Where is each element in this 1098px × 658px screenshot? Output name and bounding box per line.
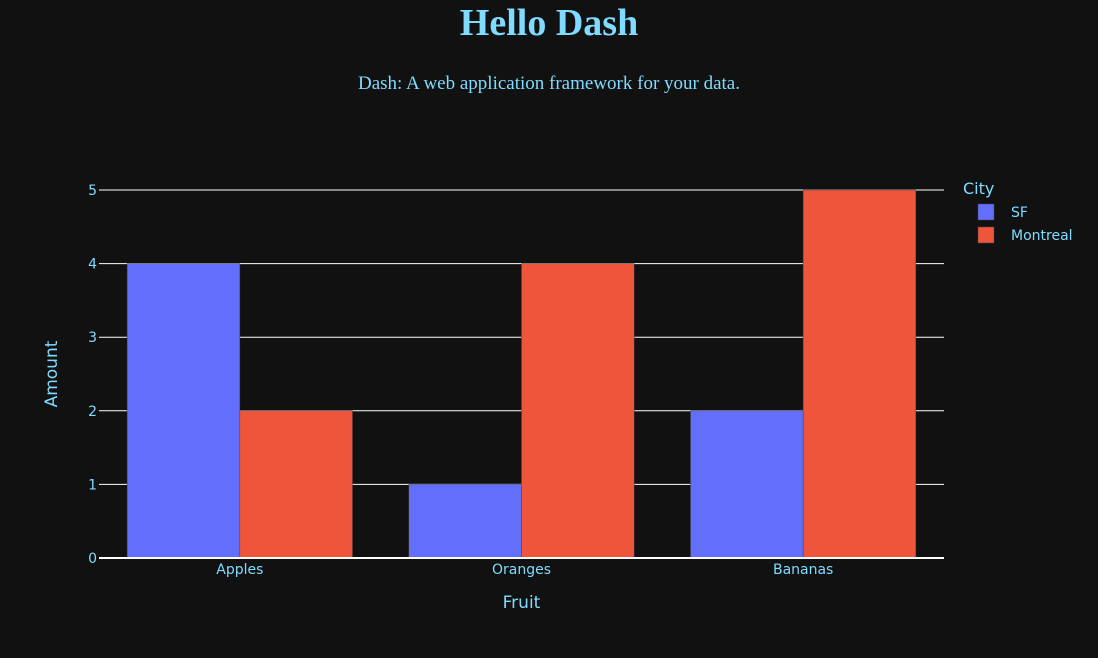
- y-tick-label: 4: [88, 257, 97, 273]
- bars: [126, 189, 917, 559]
- legend[interactable]: City SF Montreal: [963, 179, 1073, 244]
- y-tick-label: 2: [88, 404, 97, 420]
- x-tick-label: Apples: [216, 562, 263, 578]
- y-axis-title: Amount: [42, 340, 62, 407]
- legend-title: City: [963, 179, 994, 198]
- bar-sf-apples[interactable]: [126, 263, 241, 559]
- bar-sf-oranges[interactable]: [408, 484, 522, 559]
- y-tick-label: 5: [88, 183, 97, 199]
- legend-swatch-montreal[interactable]: [977, 226, 995, 244]
- page-subtitle: Dash: A web application framework for yo…: [358, 73, 740, 94]
- page-title: Hello Dash: [459, 2, 639, 44]
- bar-montreal-bananas[interactable]: [802, 189, 917, 559]
- y-tick-labels: 0 1 2 3 4 5: [88, 183, 97, 567]
- x-tick-label: Bananas: [773, 562, 833, 578]
- x-axis-title: Fruit: [503, 593, 541, 613]
- legend-swatch-sf[interactable]: [977, 203, 995, 221]
- bar-sf-bananas[interactable]: [690, 410, 804, 559]
- x-tick-label: Oranges: [492, 562, 551, 578]
- bar-montreal-apples[interactable]: [239, 410, 353, 559]
- x-tick-labels: Apples Oranges Bananas: [216, 562, 833, 578]
- y-tick-label: 1: [88, 477, 97, 493]
- y-tick-label: 3: [88, 330, 97, 346]
- legend-label-sf[interactable]: SF: [1011, 205, 1028, 221]
- bar-montreal-oranges[interactable]: [521, 263, 635, 559]
- y-tick-label: 0: [88, 551, 97, 567]
- legend-label-montreal[interactable]: Montreal: [1011, 228, 1073, 244]
